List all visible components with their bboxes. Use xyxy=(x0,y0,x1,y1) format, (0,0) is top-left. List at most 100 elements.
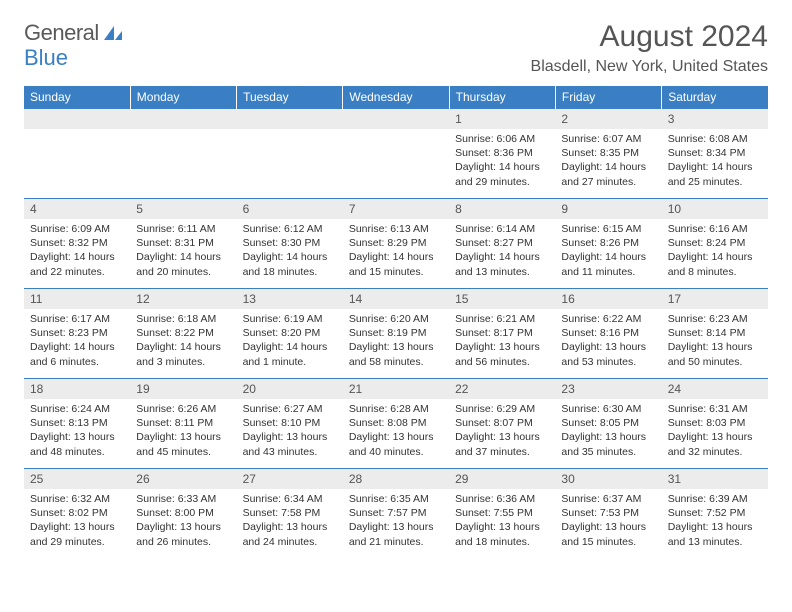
sunrise-text: Sunrise: 6:26 AM xyxy=(136,402,230,416)
calendar-cell: 22Sunrise: 6:29 AMSunset: 8:07 PMDayligh… xyxy=(449,379,555,469)
calendar-week: 18Sunrise: 6:24 AMSunset: 8:13 PMDayligh… xyxy=(24,379,768,469)
day-data: Sunrise: 6:26 AMSunset: 8:11 PMDaylight:… xyxy=(130,399,236,462)
day-number: 29 xyxy=(449,469,555,489)
sunrise-text: Sunrise: 6:17 AM xyxy=(30,312,124,326)
calendar-cell: 3Sunrise: 6:08 AMSunset: 8:34 PMDaylight… xyxy=(662,109,768,199)
calendar-cell: 29Sunrise: 6:36 AMSunset: 7:55 PMDayligh… xyxy=(449,469,555,559)
day-data: Sunrise: 6:13 AMSunset: 8:29 PMDaylight:… xyxy=(343,219,449,282)
weekday-header: Sunday xyxy=(24,86,130,109)
day-number: 21 xyxy=(343,379,449,399)
calendar-week: 25Sunrise: 6:32 AMSunset: 8:02 PMDayligh… xyxy=(24,469,768,559)
day-number: 13 xyxy=(237,289,343,309)
daylight-text: Daylight: 14 hours and 8 minutes. xyxy=(668,250,762,278)
sunset-text: Sunset: 8:34 PM xyxy=(668,146,762,160)
sunrise-text: Sunrise: 6:21 AM xyxy=(455,312,549,326)
sunset-text: Sunset: 8:05 PM xyxy=(561,416,655,430)
day-data: Sunrise: 6:21 AMSunset: 8:17 PMDaylight:… xyxy=(449,309,555,372)
day-number: 22 xyxy=(449,379,555,399)
sunset-text: Sunset: 8:13 PM xyxy=(30,416,124,430)
sunset-text: Sunset: 7:53 PM xyxy=(561,506,655,520)
day-number: 15 xyxy=(449,289,555,309)
day-data: Sunrise: 6:14 AMSunset: 8:27 PMDaylight:… xyxy=(449,219,555,282)
sunset-text: Sunset: 8:10 PM xyxy=(243,416,337,430)
calendar-cell: 4Sunrise: 6:09 AMSunset: 8:32 PMDaylight… xyxy=(24,199,130,289)
sunrise-text: Sunrise: 6:07 AM xyxy=(561,132,655,146)
day-number: 28 xyxy=(343,469,449,489)
day-data: Sunrise: 6:09 AMSunset: 8:32 PMDaylight:… xyxy=(24,219,130,282)
sunset-text: Sunset: 8:31 PM xyxy=(136,236,230,250)
sunrise-text: Sunrise: 6:06 AM xyxy=(455,132,549,146)
daylight-text: Daylight: 13 hours and 24 minutes. xyxy=(243,520,337,548)
calendar-cell: 30Sunrise: 6:37 AMSunset: 7:53 PMDayligh… xyxy=(555,469,661,559)
sunset-text: Sunset: 8:08 PM xyxy=(349,416,443,430)
sunset-text: Sunset: 8:26 PM xyxy=(561,236,655,250)
day-number: 16 xyxy=(555,289,661,309)
day-data: Sunrise: 6:19 AMSunset: 8:20 PMDaylight:… xyxy=(237,309,343,372)
calendar-cell: 17Sunrise: 6:23 AMSunset: 8:14 PMDayligh… xyxy=(662,289,768,379)
sunset-text: Sunset: 8:20 PM xyxy=(243,326,337,340)
sunrise-text: Sunrise: 6:16 AM xyxy=(668,222,762,236)
calendar-cell: 23Sunrise: 6:30 AMSunset: 8:05 PMDayligh… xyxy=(555,379,661,469)
calendar-cell: 14Sunrise: 6:20 AMSunset: 8:19 PMDayligh… xyxy=(343,289,449,379)
day-data: Sunrise: 6:37 AMSunset: 7:53 PMDaylight:… xyxy=(555,489,661,552)
logo-text-blue: Blue xyxy=(24,45,68,71)
day-number: 30 xyxy=(555,469,661,489)
day-data: Sunrise: 6:34 AMSunset: 7:58 PMDaylight:… xyxy=(237,489,343,552)
day-data: Sunrise: 6:29 AMSunset: 8:07 PMDaylight:… xyxy=(449,399,555,462)
calendar-cell: 19Sunrise: 6:26 AMSunset: 8:11 PMDayligh… xyxy=(130,379,236,469)
daylight-text: Daylight: 14 hours and 3 minutes. xyxy=(136,340,230,368)
sunset-text: Sunset: 8:22 PM xyxy=(136,326,230,340)
calendar-cell xyxy=(24,109,130,199)
sunrise-text: Sunrise: 6:22 AM xyxy=(561,312,655,326)
day-number-bar-empty xyxy=(343,109,449,129)
calendar-cell: 27Sunrise: 6:34 AMSunset: 7:58 PMDayligh… xyxy=(237,469,343,559)
sunrise-text: Sunrise: 6:13 AM xyxy=(349,222,443,236)
day-data: Sunrise: 6:30 AMSunset: 8:05 PMDaylight:… xyxy=(555,399,661,462)
day-number: 19 xyxy=(130,379,236,399)
day-number: 4 xyxy=(24,199,130,219)
day-number: 17 xyxy=(662,289,768,309)
daylight-text: Daylight: 13 hours and 43 minutes. xyxy=(243,430,337,458)
day-number: 26 xyxy=(130,469,236,489)
sunrise-text: Sunrise: 6:37 AM xyxy=(561,492,655,506)
weekday-header: Tuesday xyxy=(237,86,343,109)
weekday-header: Monday xyxy=(130,86,236,109)
day-number: 10 xyxy=(662,199,768,219)
day-number: 6 xyxy=(237,199,343,219)
day-number: 2 xyxy=(555,109,661,129)
calendar-cell: 1Sunrise: 6:06 AMSunset: 8:36 PMDaylight… xyxy=(449,109,555,199)
calendar-week: 4Sunrise: 6:09 AMSunset: 8:32 PMDaylight… xyxy=(24,199,768,289)
sunrise-text: Sunrise: 6:28 AM xyxy=(349,402,443,416)
sunrise-text: Sunrise: 6:27 AM xyxy=(243,402,337,416)
day-data: Sunrise: 6:23 AMSunset: 8:14 PMDaylight:… xyxy=(662,309,768,372)
calendar-cell: 16Sunrise: 6:22 AMSunset: 8:16 PMDayligh… xyxy=(555,289,661,379)
daylight-text: Daylight: 13 hours and 48 minutes. xyxy=(30,430,124,458)
daylight-text: Daylight: 13 hours and 29 minutes. xyxy=(30,520,124,548)
daylight-text: Daylight: 13 hours and 58 minutes. xyxy=(349,340,443,368)
day-number: 5 xyxy=(130,199,236,219)
calendar-cell: 7Sunrise: 6:13 AMSunset: 8:29 PMDaylight… xyxy=(343,199,449,289)
calendar-header-row: SundayMondayTuesdayWednesdayThursdayFrid… xyxy=(24,86,768,109)
calendar-cell: 26Sunrise: 6:33 AMSunset: 8:00 PMDayligh… xyxy=(130,469,236,559)
sunset-text: Sunset: 7:58 PM xyxy=(243,506,337,520)
day-number: 31 xyxy=(662,469,768,489)
sunrise-text: Sunrise: 6:35 AM xyxy=(349,492,443,506)
daylight-text: Daylight: 13 hours and 53 minutes. xyxy=(561,340,655,368)
sunset-text: Sunset: 7:52 PM xyxy=(668,506,762,520)
calendar-cell: 12Sunrise: 6:18 AMSunset: 8:22 PMDayligh… xyxy=(130,289,236,379)
sunset-text: Sunset: 8:03 PM xyxy=(668,416,762,430)
day-number-bar-empty xyxy=(237,109,343,129)
logo-text-general: General xyxy=(24,20,99,46)
daylight-text: Daylight: 14 hours and 15 minutes. xyxy=(349,250,443,278)
day-data: Sunrise: 6:28 AMSunset: 8:08 PMDaylight:… xyxy=(343,399,449,462)
sunrise-text: Sunrise: 6:20 AM xyxy=(349,312,443,326)
day-number: 20 xyxy=(237,379,343,399)
calendar-cell xyxy=(237,109,343,199)
daylight-text: Daylight: 13 hours and 13 minutes. xyxy=(668,520,762,548)
day-number: 7 xyxy=(343,199,449,219)
daylight-text: Daylight: 14 hours and 25 minutes. xyxy=(668,160,762,188)
weekday-header: Thursday xyxy=(449,86,555,109)
weekday-header: Saturday xyxy=(662,86,768,109)
day-number: 8 xyxy=(449,199,555,219)
day-data: Sunrise: 6:16 AMSunset: 8:24 PMDaylight:… xyxy=(662,219,768,282)
